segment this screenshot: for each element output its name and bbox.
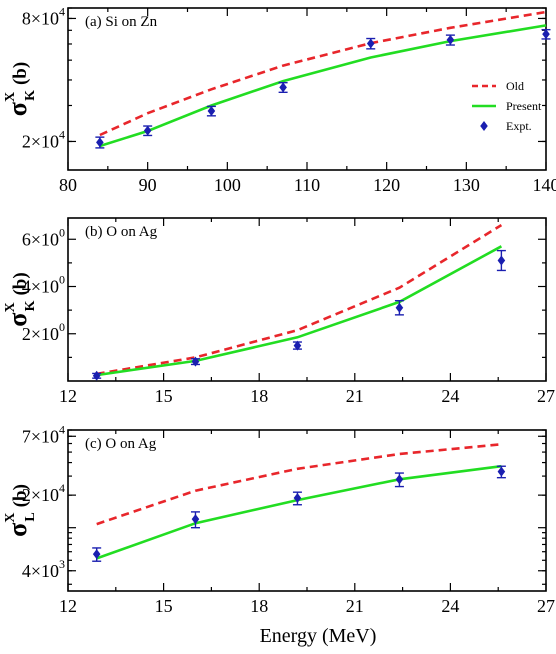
expt-point (542, 29, 550, 40)
legend-label: Old (506, 79, 524, 93)
x-tick-label: 12 (59, 386, 77, 406)
y-tick-label: 6×100 (22, 225, 65, 249)
expt-point (191, 356, 200, 367)
y-axis-label: σX L(b) (3, 484, 38, 537)
plot-frame (67, 7, 547, 171)
legend-label: Present (506, 99, 542, 113)
x-tick-label: 18 (250, 386, 268, 406)
legend: Old Present Expt. (472, 79, 542, 133)
present-series-line (96, 464, 502, 560)
y-tick-label: 7×104 (22, 422, 65, 446)
y-axis-label: σX K(b) (3, 62, 38, 116)
y-tick-label: 2×100 (22, 320, 65, 344)
x-tick-label: 18 (250, 596, 268, 616)
old-series-line (96, 223, 503, 376)
x-tick-label: 24 (441, 596, 459, 616)
x-tick-label: 80 (59, 175, 77, 195)
expt-point (92, 370, 101, 381)
expt-point (293, 493, 302, 504)
expt-point (366, 38, 375, 49)
expt-point (191, 514, 200, 525)
x-tick-label: 140 (533, 175, 556, 195)
x-tick-label: 27 (537, 596, 555, 616)
expt-point (293, 340, 302, 351)
panel-label: (a) Si on Zn (85, 14, 158, 30)
y-tick-label: 2×104 (22, 481, 65, 505)
panel-label: (c) O on Ag (85, 436, 157, 452)
expt-point (395, 302, 404, 313)
expt-point (207, 105, 216, 116)
x-tick-label: 24 (441, 386, 459, 406)
present-series-line (99, 24, 547, 148)
expt-point (143, 125, 152, 136)
x-tick-label: 100 (214, 175, 241, 195)
x-axis-label: Energy (MeV) (260, 625, 377, 647)
expt-point (92, 549, 101, 560)
x-tick-label: 120 (373, 175, 400, 195)
x-tick-label: 12 (59, 596, 77, 616)
panel-label: (b) O on Ag (85, 224, 158, 240)
expt-point (446, 34, 455, 45)
expt-point (279, 82, 287, 93)
expt-point (96, 137, 104, 148)
legend-label: Expt. (506, 119, 532, 133)
panel-1: 80 90 100 110 120 130 140 2×104 8×104 σX K(b) (a) S… (3, 4, 556, 195)
y-tick-label: 8×104 (22, 4, 65, 28)
panel-2: 12 15 18 21 24 27 2×100 4×100 6×100 σX K(b) (b) O o… (3, 217, 555, 406)
present-series-line (96, 245, 503, 377)
x-tick-label: 110 (294, 175, 320, 195)
legend-expt-marker (480, 121, 488, 131)
x-tick-label: 21 (346, 596, 364, 616)
panel-3: 12 15 18 21 24 27 4×103 2×104 7×104 σX L(b) (c) O o… (3, 422, 555, 616)
expt-point (395, 474, 404, 485)
x-tick-label: 90 (139, 175, 157, 195)
expt-point (497, 466, 506, 477)
x-tick-label: 130 (453, 175, 480, 195)
y-tick-label: 4×103 (22, 557, 65, 581)
x-tick-label: 27 (537, 386, 555, 406)
old-series-line (99, 10, 547, 137)
old-series-line (96, 443, 502, 526)
y-tick-label: 4×100 (22, 273, 65, 297)
y-tick-label: 2×104 (22, 127, 65, 151)
x-tick-label: 15 (155, 386, 173, 406)
x-tick-label: 15 (155, 596, 173, 616)
expt-point (497, 255, 506, 266)
y-axis-label: σX K(b) (3, 272, 38, 326)
x-tick-label: 21 (346, 386, 364, 406)
